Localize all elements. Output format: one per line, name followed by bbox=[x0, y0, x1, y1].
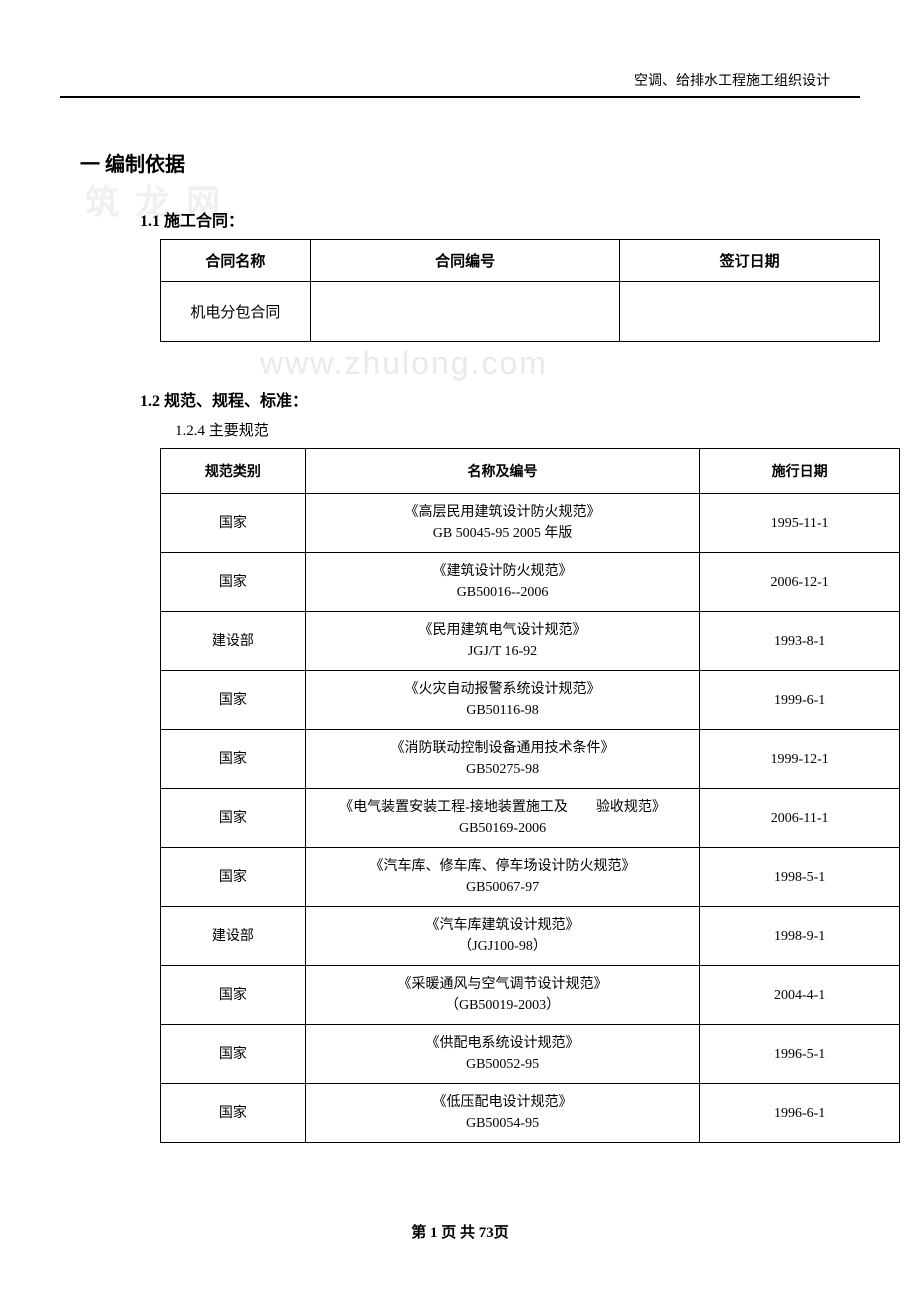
document-page: 空调、给排水工程施工组织设计 一 编制依据 1.1 施工合同： 合同名称 合同编… bbox=[0, 0, 920, 1248]
table-row: 国家《低压配电设计规范》GB50054-951996-6-1 bbox=[161, 1084, 900, 1143]
table-row: 国家《高层民用建筑设计防火规范》GB 50045-95 2005 年版1995-… bbox=[161, 494, 900, 553]
specs-header-date: 施行日期 bbox=[700, 449, 900, 494]
specs-cell-date: 1998-9-1 bbox=[700, 907, 900, 966]
table-row: 国家《电气装置安装工程-接地装置施工及 验收规范》GB50169-2006200… bbox=[161, 789, 900, 848]
specs-cell-name: 《采暖通风与空气调节设计规范》（GB50019-2003） bbox=[305, 966, 699, 1025]
table-header-row: 合同名称 合同编号 签订日期 bbox=[161, 240, 880, 282]
specs-header-category: 规范类别 bbox=[161, 449, 306, 494]
specs-cell-date: 1993-8-1 bbox=[700, 612, 900, 671]
specs-cell-date: 1999-12-1 bbox=[700, 730, 900, 789]
specs-cell-name: 《汽车库建筑设计规范》（JGJ100-98） bbox=[305, 907, 699, 966]
specs-cell-name: 《建筑设计防火规范》GB50016--2006 bbox=[305, 553, 699, 612]
specs-cell-category: 国家 bbox=[161, 966, 306, 1025]
specs-cell-name: 《民用建筑电气设计规范》JGJ/T 16-92 bbox=[305, 612, 699, 671]
contract-header-number: 合同编号 bbox=[310, 240, 620, 282]
specs-cell-category: 国家 bbox=[161, 848, 306, 907]
contract-header-name: 合同名称 bbox=[161, 240, 311, 282]
specs-cell-category: 建设部 bbox=[161, 907, 306, 966]
specs-cell-name: 《高层民用建筑设计防火规范》GB 50045-95 2005 年版 bbox=[305, 494, 699, 553]
contract-cell-date bbox=[620, 282, 880, 342]
specs-cell-date: 2006-12-1 bbox=[700, 553, 900, 612]
table-row: 国家《火灾自动报警系统设计规范》GB50116-981999-6-1 bbox=[161, 671, 900, 730]
specs-cell-date: 1999-6-1 bbox=[700, 671, 900, 730]
table-row: 建设部《汽车库建筑设计规范》（JGJ100-98）1998-9-1 bbox=[161, 907, 900, 966]
specs-cell-date: 1996-5-1 bbox=[700, 1025, 900, 1084]
specs-cell-category: 国家 bbox=[161, 553, 306, 612]
specs-cell-category: 建设部 bbox=[161, 612, 306, 671]
specs-cell-category: 国家 bbox=[161, 671, 306, 730]
specs-cell-category: 国家 bbox=[161, 494, 306, 553]
specs-cell-category: 国家 bbox=[161, 789, 306, 848]
specs-cell-date: 1996-6-1 bbox=[700, 1084, 900, 1143]
contract-cell-name: 机电分包合同 bbox=[161, 282, 311, 342]
section-title: 一 编制依据 bbox=[60, 148, 860, 177]
page-header: 空调、给排水工程施工组织设计 bbox=[60, 70, 860, 98]
specs-cell-date: 2006-11-1 bbox=[700, 789, 900, 848]
specs-cell-name: 《供配电系统设计规范》GB50052-95 bbox=[305, 1025, 699, 1084]
subsection-1-1: 1.1 施工合同： bbox=[60, 207, 860, 231]
specs-cell-name: 《火灾自动报警系统设计规范》GB50116-98 bbox=[305, 671, 699, 730]
subsection-1-2: 1.2 规范、规程、标准： bbox=[60, 387, 860, 411]
specs-cell-name: 《低压配电设计规范》GB50054-95 bbox=[305, 1084, 699, 1143]
specs-cell-name: 《电气装置安装工程-接地装置施工及 验收规范》GB50169-2006 bbox=[305, 789, 699, 848]
specs-table: 规范类别 名称及编号 施行日期 国家《高层民用建筑设计防火规范》GB 50045… bbox=[160, 448, 900, 1143]
table-row: 国家《消防联动控制设备通用技术条件》GB50275-981999-12-1 bbox=[161, 730, 900, 789]
specs-cell-name: 《消防联动控制设备通用技术条件》GB50275-98 bbox=[305, 730, 699, 789]
specs-cell-date: 1995-11-1 bbox=[700, 494, 900, 553]
contract-cell-number bbox=[310, 282, 620, 342]
page-footer: 第 1 页 共 73页 bbox=[0, 1221, 920, 1242]
table-row: 建设部《民用建筑电气设计规范》JGJ/T 16-921993-8-1 bbox=[161, 612, 900, 671]
table-row: 机电分包合同 bbox=[161, 282, 880, 342]
contract-table: 合同名称 合同编号 签订日期 机电分包合同 bbox=[160, 239, 880, 342]
specs-header-name: 名称及编号 bbox=[305, 449, 699, 494]
specs-cell-name: 《汽车库、修车库、停车场设计防火规范》GB50067-97 bbox=[305, 848, 699, 907]
subsubsection-1-2-4: 1.2.4 主要规范 bbox=[60, 419, 860, 440]
specs-cell-category: 国家 bbox=[161, 1025, 306, 1084]
table-row: 国家《建筑设计防火规范》GB50016--20062006-12-1 bbox=[161, 553, 900, 612]
specs-cell-date: 2004-4-1 bbox=[700, 966, 900, 1025]
specs-cell-date: 1998-5-1 bbox=[700, 848, 900, 907]
contract-header-date: 签订日期 bbox=[620, 240, 880, 282]
table-row: 国家《采暖通风与空气调节设计规范》（GB50019-2003）2004-4-1 bbox=[161, 966, 900, 1025]
table-header-row: 规范类别 名称及编号 施行日期 bbox=[161, 449, 900, 494]
table-row: 国家《汽车库、修车库、停车场设计防火规范》GB50067-971998-5-1 bbox=[161, 848, 900, 907]
table-row: 国家《供配电系统设计规范》GB50052-951996-5-1 bbox=[161, 1025, 900, 1084]
specs-cell-category: 国家 bbox=[161, 730, 306, 789]
specs-cell-category: 国家 bbox=[161, 1084, 306, 1143]
